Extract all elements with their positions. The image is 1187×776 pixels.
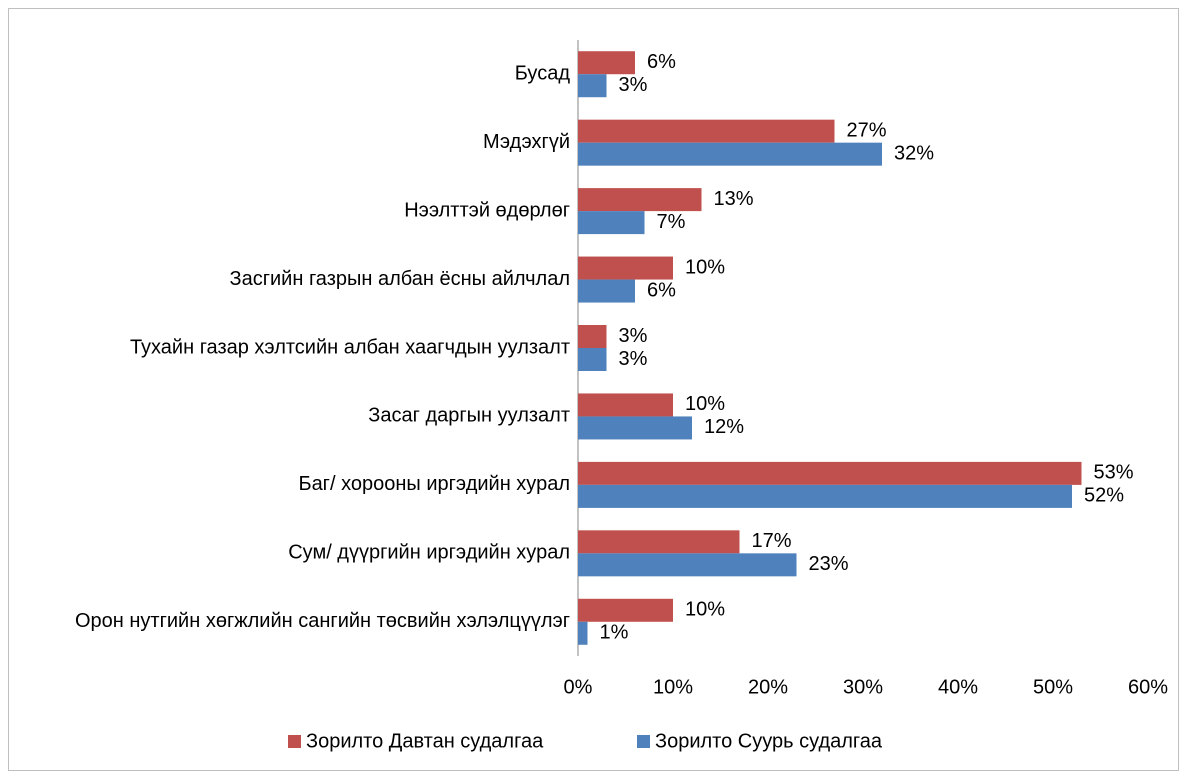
legend-swatch bbox=[288, 735, 301, 748]
data-label: 52% bbox=[1084, 485, 1124, 507]
data-label: 3% bbox=[619, 348, 648, 370]
bar bbox=[578, 461, 1082, 485]
bar bbox=[578, 279, 635, 303]
bar bbox=[578, 51, 635, 75]
data-label: 3% bbox=[619, 74, 648, 96]
data-label: 10% bbox=[685, 393, 725, 415]
y-tick-label: Засаг даргын уулзалт bbox=[368, 405, 570, 427]
bar bbox=[578, 598, 673, 622]
y-tick-label: Нээлттэй өдөрлөг bbox=[404, 199, 570, 221]
bar bbox=[578, 325, 607, 348]
x-tick-label: 50% bbox=[1033, 676, 1073, 698]
bar bbox=[578, 348, 607, 371]
x-tick-label: 10% bbox=[653, 676, 693, 698]
data-label: 13% bbox=[714, 188, 754, 210]
bar bbox=[578, 530, 740, 554]
x-tick-label: 30% bbox=[843, 676, 883, 698]
y-tick-label: Бусад bbox=[515, 63, 571, 85]
data-label: 53% bbox=[1094, 462, 1134, 484]
bar bbox=[578, 74, 607, 98]
bar bbox=[578, 119, 835, 143]
data-label: 23% bbox=[809, 553, 849, 575]
x-tick-label: 40% bbox=[938, 676, 978, 698]
bar bbox=[578, 553, 797, 577]
data-label: 3% bbox=[619, 325, 648, 347]
bar bbox=[578, 621, 588, 645]
bar bbox=[578, 142, 882, 166]
x-tick-label: 20% bbox=[748, 676, 788, 698]
bar bbox=[578, 484, 1072, 508]
data-label: 32% bbox=[894, 142, 934, 164]
bar bbox=[578, 256, 673, 280]
data-label: 27% bbox=[847, 119, 887, 141]
data-label: 7% bbox=[657, 211, 686, 233]
legend-swatch bbox=[637, 735, 650, 748]
data-label: 10% bbox=[685, 599, 725, 621]
bar bbox=[578, 393, 673, 417]
bar bbox=[578, 188, 702, 212]
data-label: 1% bbox=[600, 622, 629, 644]
y-tick-label: Мэдэхгүй bbox=[483, 131, 570, 153]
y-tick-label: Засгийн газрын албан ёсны айлчлал bbox=[230, 268, 571, 290]
x-tick-label: 0% bbox=[564, 676, 593, 698]
bar bbox=[578, 211, 645, 235]
bar bbox=[578, 416, 692, 440]
y-tick-label: Сум/ дүүргийн иргэдийн хурал bbox=[288, 542, 570, 564]
data-label: 6% bbox=[647, 51, 676, 73]
y-tick-label: Баг/ хорооны иргэдийн хурал bbox=[298, 473, 570, 495]
legend-label: Зорилто Давтан судалгаа bbox=[306, 730, 544, 752]
data-label: 6% bbox=[647, 279, 676, 301]
data-label: 10% bbox=[685, 256, 725, 278]
data-label: 17% bbox=[752, 530, 792, 552]
y-tick-label: Тухайн газар хэлтсийн албан хаагчдын уул… bbox=[130, 336, 570, 358]
y-tick-label: Орон нутгийн хөгжлийн сангийн төсвийн хэ… bbox=[75, 610, 570, 632]
legend-label: Зорилто Суурь судалгаа bbox=[655, 730, 883, 752]
data-label: 12% bbox=[704, 416, 744, 438]
x-tick-label: 60% bbox=[1128, 676, 1168, 698]
